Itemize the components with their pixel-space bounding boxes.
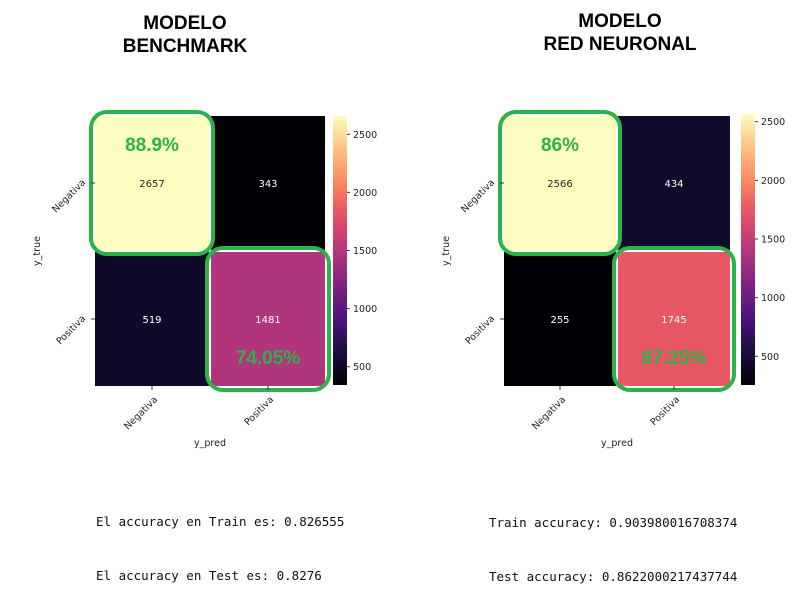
neural-train-accuracy: Train accuracy: 0.903980016708374 [489, 515, 738, 530]
neural-footer: Train accuracy: 0.903980016708374 Test a… [489, 478, 737, 604]
colorbar-tick-label: 500 [353, 362, 371, 373]
heatmap-cell [211, 252, 325, 386]
x-tick-label: Negativa [530, 394, 568, 432]
cell-value-label: 1745 [661, 315, 686, 326]
y-tick-label: Positiva [463, 313, 497, 347]
colorbar-tick-label: 1000 [761, 293, 785, 304]
colorbar-tick-label: 2000 [761, 176, 785, 187]
benchmark-title-line-2: BENCHMARK [122, 36, 248, 57]
heatmap-cell [504, 116, 616, 250]
heatmap-cell [618, 116, 730, 250]
x-tick-label: Positiva [242, 394, 276, 428]
cell-value-label: 2657 [139, 179, 164, 190]
x-tick-label: Negativa [122, 394, 160, 432]
heatmap-cell [504, 252, 616, 386]
colorbar-tick-label: 2500 [353, 130, 377, 141]
highlight-percentage-label: 86% [541, 135, 579, 156]
confusion-matrix-charts: 2657 343 519 1481 88.9% 74.05% Negativa Positiv… [32, 110, 785, 449]
neural-title-line-1: MODELO [578, 11, 662, 32]
heatmap-cell [618, 252, 730, 386]
cell-value-label: 1481 [255, 315, 280, 326]
heatmap-1: 2566 434 255 1745 86% 87.25% Negativa Positiva N… [441, 110, 785, 449]
neural-title: MODELO RED NEURONAL [510, 10, 730, 56]
colorbar [333, 116, 347, 385]
y-axis-label: y_true [441, 236, 452, 266]
benchmark-test-accuracy: El accuracy en Test es: 0.8276 [96, 568, 322, 583]
heatmap-cell [95, 116, 209, 250]
benchmark-train-accuracy: El accuracy en Train es: 0.826555 [96, 514, 345, 529]
benchmark-footer: El accuracy en Train es: 0.826555 El acc… [96, 477, 344, 603]
colorbar [741, 114, 755, 385]
x-tick-label: Positiva [648, 394, 682, 428]
colorbar-tick-label: 1000 [353, 304, 377, 315]
colorbar-tick-label: 2000 [353, 188, 377, 199]
y-tick-label: Negativa [50, 177, 88, 215]
highlight-percentage-label: 74.05% [236, 348, 301, 369]
benchmark-title: MODELO BENCHMARK [100, 12, 270, 58]
colorbar-tick-label: 1500 [353, 246, 377, 257]
cell-value-label: 2566 [547, 179, 572, 190]
neural-test-accuracy: Test accuracy: 0.8622000217437744 [489, 569, 738, 584]
colorbar-tick-label: 500 [761, 352, 779, 363]
highlight-percentage-label: 88.9% [125, 135, 179, 156]
y-tick-label: Positiva [54, 313, 88, 347]
y-tick-label: Negativa [459, 177, 497, 215]
cell-value-label: 343 [258, 179, 277, 190]
x-axis-label: y_pred [601, 438, 633, 449]
heatmap-cell [95, 252, 209, 386]
heatmap-0: 2657 343 519 1481 88.9% 74.05% Negativa Positiv… [32, 110, 377, 449]
cell-value-label: 519 [142, 315, 161, 326]
highlight-percentage-label: 87.25% [642, 348, 707, 369]
neural-title-line-2: RED NEURONAL [543, 34, 697, 55]
benchmark-title-line-1: MODELO [143, 13, 227, 34]
heatmap-cell [211, 116, 325, 250]
cell-value-label: 434 [664, 179, 683, 190]
colorbar-tick-label: 1500 [761, 235, 785, 246]
y-axis-label: y_true [32, 236, 43, 266]
x-axis-label: y_pred [194, 438, 226, 449]
colorbar-tick-label: 2500 [761, 117, 785, 128]
cell-value-label: 255 [550, 315, 569, 326]
